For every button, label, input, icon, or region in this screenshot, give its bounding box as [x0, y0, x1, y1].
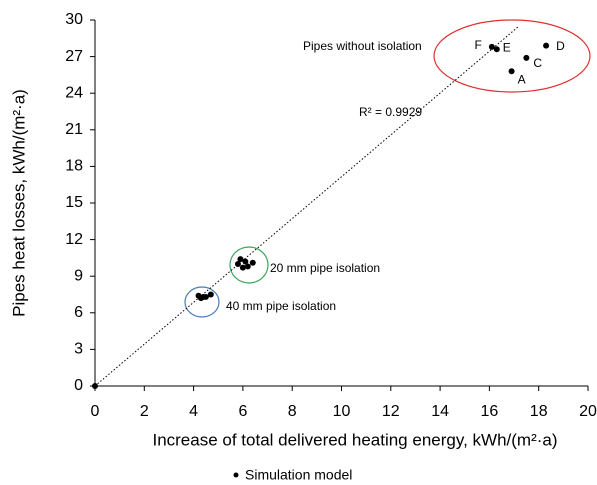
- x-tick-label: 14: [431, 403, 449, 420]
- annotation: 20 mm pipe isolation: [270, 261, 380, 275]
- x-tick-label: 16: [481, 403, 499, 420]
- point: [244, 263, 251, 270]
- point: [234, 261, 241, 267]
- y-axis-label: Pipes heat losses, kWh/(m²·a): [9, 89, 28, 317]
- x-tick-label: 18: [530, 403, 548, 420]
- y-tick-label: 27: [65, 48, 83, 65]
- point: [508, 68, 515, 75]
- point: [493, 46, 500, 53]
- point: [237, 256, 244, 263]
- point-label: E: [503, 40, 511, 54]
- annotation: R² = 0.9929: [359, 105, 422, 119]
- y-tick-label: 18: [65, 158, 83, 175]
- point: [523, 54, 530, 61]
- group-ellipse: [184, 286, 220, 318]
- y-tick-label: 6: [74, 304, 83, 321]
- x-tick-label: 2: [140, 403, 149, 420]
- group-ellipse: [229, 246, 269, 284]
- x-tick-label: 4: [189, 403, 198, 420]
- point: [249, 259, 256, 266]
- y-tick-label: 30: [65, 11, 83, 28]
- point: [207, 291, 214, 298]
- point-label: C: [533, 56, 542, 70]
- y-tick-label: 3: [74, 341, 83, 358]
- y-tick-label: 0: [74, 377, 83, 394]
- y-tick-label: 9: [74, 267, 83, 284]
- point: [92, 383, 98, 389]
- annotation: 40 mm pipe isolation: [226, 299, 336, 313]
- y-tick-label: 24: [65, 84, 83, 101]
- point-label: D: [556, 39, 565, 53]
- point: [488, 43, 495, 50]
- point: [239, 264, 246, 271]
- annotation: Pipes without isolation: [303, 39, 422, 53]
- x-tick-label: 8: [288, 403, 297, 420]
- trendline: [94, 25, 520, 387]
- legend-marker: [233, 472, 239, 478]
- x-tick-label: 0: [91, 403, 100, 420]
- y-tick-label: 21: [65, 121, 83, 138]
- point: [543, 42, 550, 49]
- point-label: F: [475, 38, 482, 52]
- point: [242, 258, 249, 265]
- point-label: A: [518, 72, 526, 86]
- x-tick-label: 10: [333, 403, 351, 420]
- y-tick-label: 15: [65, 194, 83, 211]
- y-tick-label: 12: [65, 231, 83, 248]
- point: [202, 293, 209, 300]
- x-axis-label: Increase of total delivered heating ener…: [152, 430, 557, 449]
- x-tick-label: 20: [579, 403, 597, 420]
- group-ellipse: [433, 19, 591, 93]
- x-tick-label: 12: [382, 403, 400, 420]
- x-tick-label: 6: [238, 403, 247, 420]
- legend-label: Simulation model: [245, 467, 352, 483]
